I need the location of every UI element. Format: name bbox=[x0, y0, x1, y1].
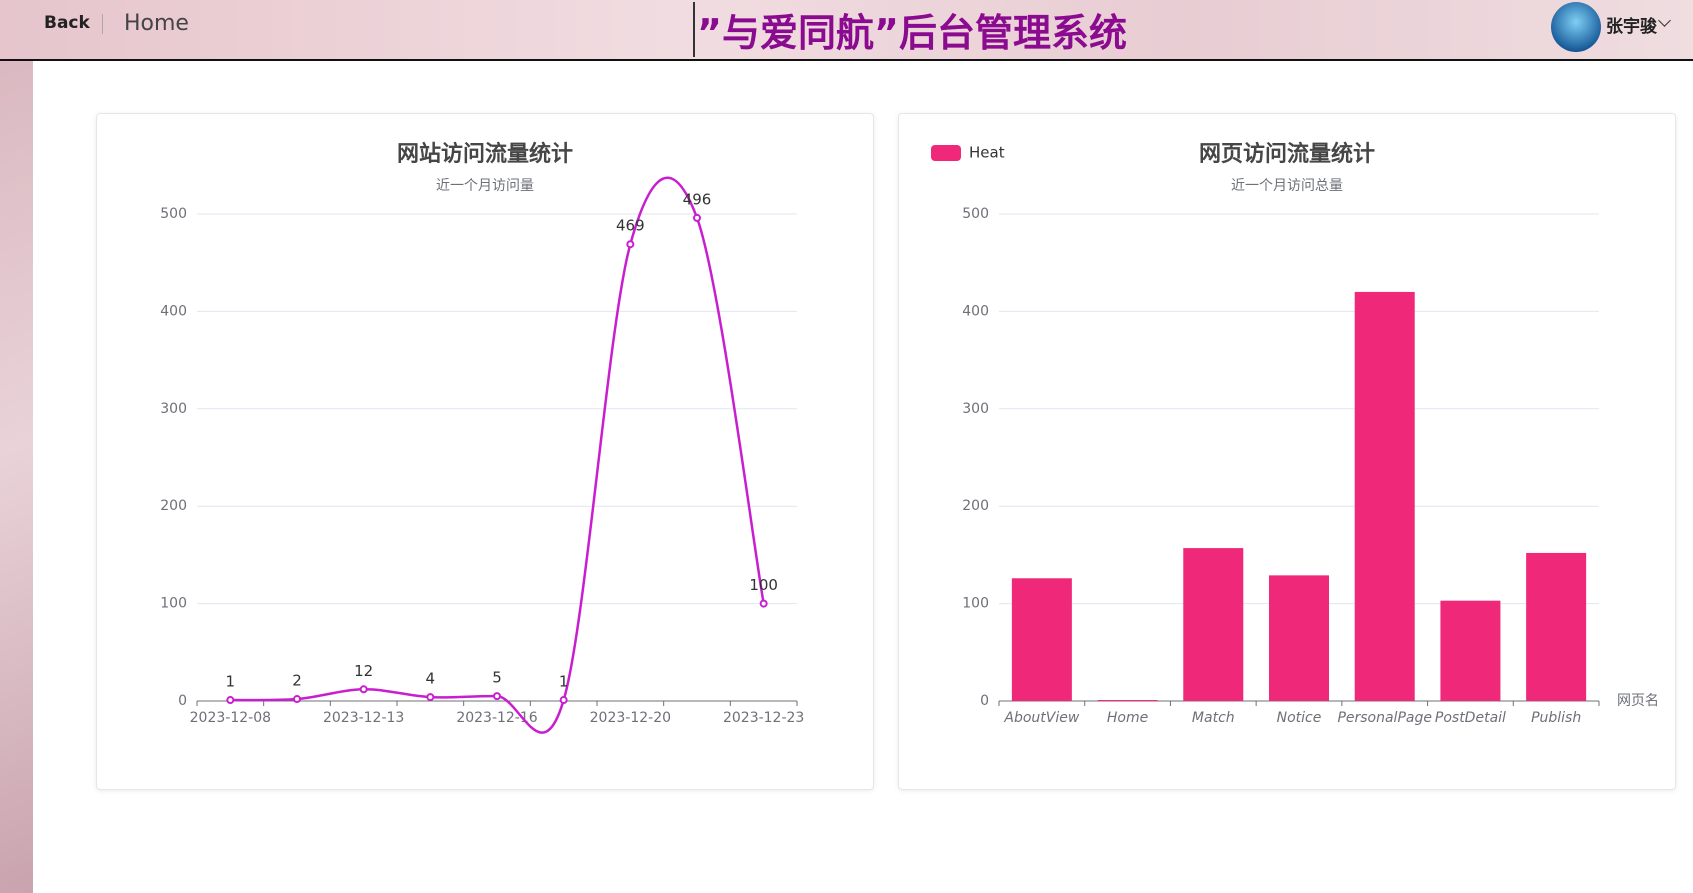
breadcrumb-home[interactable]: Home bbox=[124, 11, 189, 36]
chart-subtitle: 近一个月访问量 bbox=[436, 178, 534, 194]
dropdown-icon[interactable] bbox=[1658, 14, 1671, 27]
data-label: 1 bbox=[226, 673, 236, 691]
y-tick-label: 100 bbox=[160, 596, 187, 612]
data-label: 12 bbox=[354, 662, 373, 680]
x-tick-label: AboutView bbox=[1003, 710, 1079, 726]
x-tick-label: 2023-12-13 bbox=[323, 710, 404, 726]
back-button[interactable]: Back bbox=[44, 13, 90, 33]
line bbox=[230, 176, 765, 734]
user-name[interactable]: 张宇骏 bbox=[1606, 17, 1657, 37]
point bbox=[759, 599, 768, 608]
separator bbox=[102, 14, 103, 34]
point bbox=[359, 685, 368, 694]
x-tick-label: 2023-12-23 bbox=[723, 710, 804, 726]
data-label: 5 bbox=[492, 669, 502, 687]
bar bbox=[1183, 548, 1244, 701]
bar bbox=[1440, 600, 1501, 701]
x-tick-label: 2023-12-16 bbox=[456, 710, 537, 726]
y-tick-label: 500 bbox=[962, 206, 989, 222]
y-tick-label: 400 bbox=[160, 303, 187, 319]
header: Back Home ”与爱同航”后台管理系统 张宇骏 bbox=[0, 0, 1693, 61]
data-label: 2 bbox=[292, 672, 302, 690]
bar bbox=[1526, 552, 1587, 701]
x-tick-label: Publish bbox=[1531, 710, 1581, 726]
x-tick-label: Match bbox=[1192, 710, 1235, 726]
app-title: ”与爱同航”后台管理系统 bbox=[693, 2, 1127, 57]
x-tick-label: PostDetail bbox=[1435, 710, 1506, 726]
bar bbox=[1354, 291, 1415, 701]
bar bbox=[1269, 575, 1329, 701]
point bbox=[493, 692, 501, 701]
x-tick-label: Home bbox=[1107, 710, 1148, 726]
chart-subtitle: 近一个月访问总量 bbox=[1231, 178, 1343, 194]
chart-title: 网页访问流量统计 bbox=[1199, 141, 1375, 167]
point bbox=[426, 693, 435, 702]
data-label: 100 bbox=[749, 576, 778, 594]
bar bbox=[1097, 700, 1158, 701]
point bbox=[293, 695, 301, 704]
point bbox=[693, 213, 701, 222]
chart-title: 网站访问流量统计 bbox=[397, 141, 573, 167]
point bbox=[626, 240, 635, 249]
y-tick-label: 300 bbox=[160, 401, 187, 417]
y-tick-label: 400 bbox=[962, 303, 989, 319]
point bbox=[559, 696, 568, 705]
y-tick-label: 200 bbox=[160, 498, 187, 514]
chart-card: 网页访问流量统计近一个月访问总量 0 100 200 300 400 500 AboutVie… bbox=[898, 113, 1676, 790]
chart-card: 网站访问流量统计近一个月访问量 0 100 200 300 400 500 2023-12-0… bbox=[96, 113, 874, 790]
x-axis-label: 网页名 bbox=[1617, 693, 1659, 709]
y-tick-label: 0 bbox=[980, 693, 989, 709]
avatar[interactable] bbox=[1551, 2, 1601, 52]
y-tick-label: 500 bbox=[160, 206, 187, 222]
y-tick-label: 300 bbox=[962, 401, 989, 417]
x-tick-label: PersonalPage bbox=[1337, 710, 1432, 726]
x-tick-label: 2023-12-08 bbox=[190, 710, 271, 726]
legend-swatch bbox=[931, 145, 961, 161]
data-label: 496 bbox=[683, 190, 712, 208]
y-tick-label: 0 bbox=[178, 693, 187, 709]
y-tick-label: 200 bbox=[962, 498, 989, 514]
point bbox=[226, 696, 235, 705]
legend-label: Heat bbox=[969, 144, 1005, 162]
data-label: 4 bbox=[426, 670, 436, 688]
data-label: 1 bbox=[559, 673, 569, 691]
bar bbox=[1011, 578, 1072, 701]
y-tick-label: 100 bbox=[962, 596, 989, 612]
x-tick-label: 2023-12-20 bbox=[590, 710, 671, 726]
data-label: 469 bbox=[616, 217, 645, 235]
main-content: 网站访问流量统计近一个月访问量 0 100 200 300 400 500 2023-12-0… bbox=[33, 61, 1693, 893]
x-tick-label: Notice bbox=[1277, 710, 1322, 726]
